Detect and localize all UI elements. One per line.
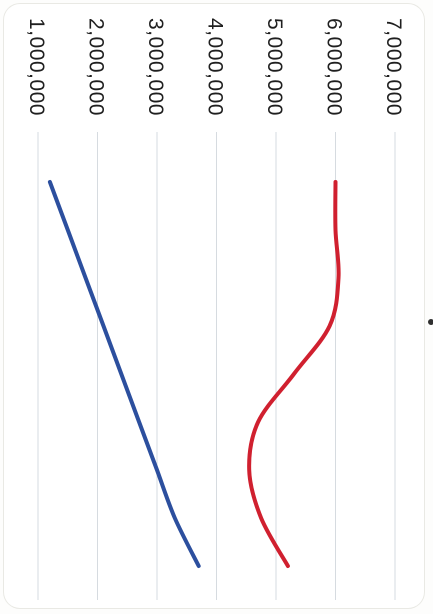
y-tick-label: 4,000,000 bbox=[204, 18, 227, 116]
y-tick-label: 7,000,000 bbox=[382, 18, 405, 116]
edge-mark bbox=[428, 319, 433, 325]
y-tick-label: 5,000,000 bbox=[263, 18, 286, 116]
series-lines bbox=[47, 180, 341, 568]
y-tick-label: 3,000,000 bbox=[144, 18, 167, 116]
chart-card bbox=[4, 4, 424, 608]
y-tick-label: 2,000,000 bbox=[85, 18, 108, 116]
series-line-red bbox=[247, 180, 341, 568]
y-axis-tick-labels: 1,000,000 2,000,000 3,000,000 4,000,000 5,00… bbox=[25, 18, 405, 116]
grid-lines bbox=[37, 132, 396, 600]
series-line-blue bbox=[47, 180, 201, 568]
y-tick-label: 6,000,000 bbox=[323, 18, 346, 116]
y-tick-label: 1,000,000 bbox=[25, 18, 48, 116]
